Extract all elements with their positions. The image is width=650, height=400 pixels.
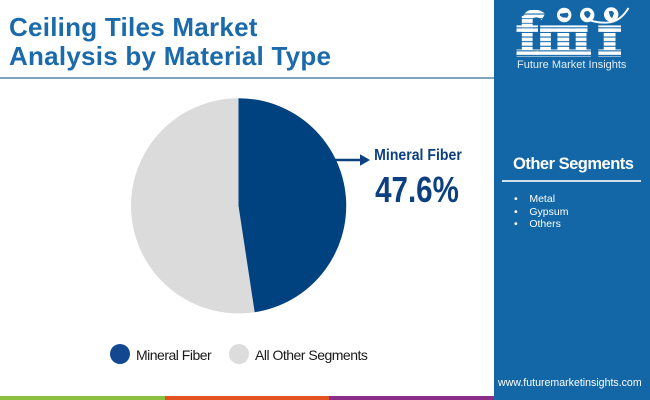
svg-text:Future Market Insights: Future Market Insights [517, 59, 627, 71]
